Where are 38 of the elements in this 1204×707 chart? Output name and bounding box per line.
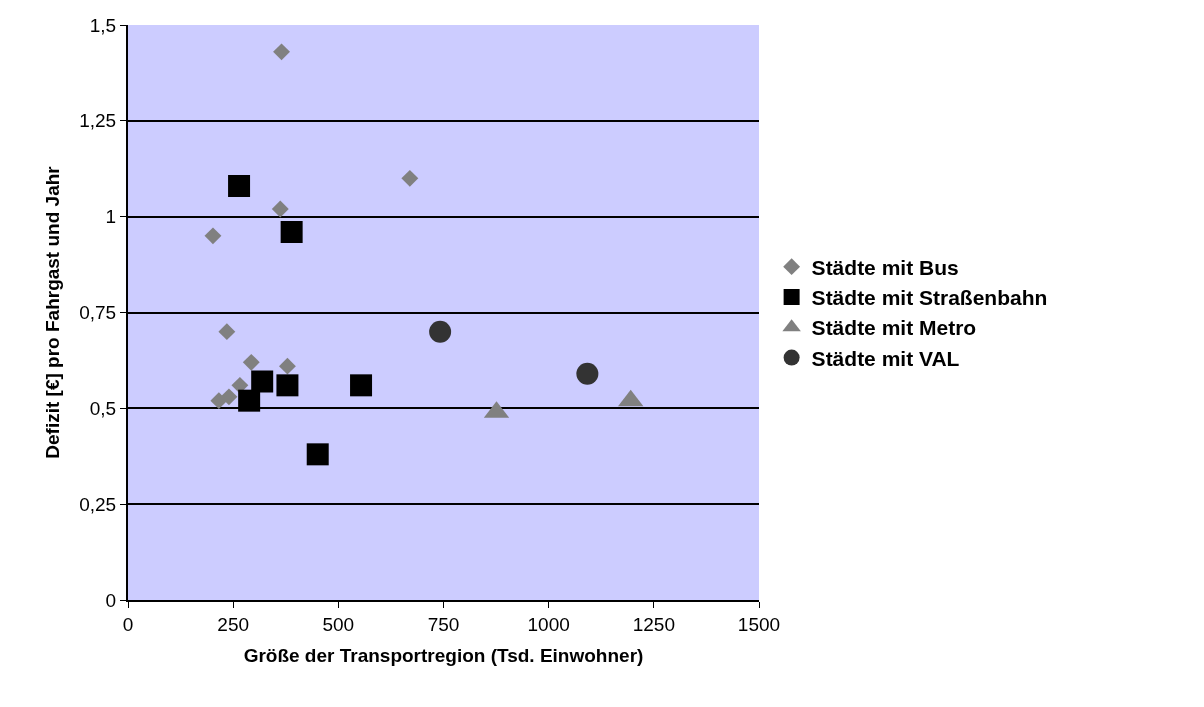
point bbox=[280, 221, 303, 243]
y-tick-label: 0 bbox=[105, 589, 117, 611]
point bbox=[251, 370, 274, 393]
point bbox=[210, 392, 228, 410]
y-tick-label: 1 bbox=[105, 206, 117, 228]
point bbox=[218, 323, 236, 341]
x-tick-label: 750 bbox=[427, 613, 460, 635]
point bbox=[271, 200, 289, 218]
y-tick-label: 1,5 bbox=[89, 14, 117, 36]
point bbox=[231, 376, 249, 394]
point bbox=[278, 357, 296, 375]
x-tick-label: 1500 bbox=[737, 613, 781, 635]
legend-label: Städte mit Bus bbox=[811, 255, 959, 279]
x-tick-label: 500 bbox=[322, 613, 355, 635]
point bbox=[204, 227, 222, 245]
point bbox=[350, 374, 373, 397]
point bbox=[273, 43, 290, 61]
legend-label: Städte mit Metro bbox=[811, 316, 977, 340]
legend-label: Städte mit Straßenbahn bbox=[811, 286, 1048, 310]
point bbox=[306, 443, 329, 466]
x-axis-title: Größe der Transportregion (Tsd. Einwohner) bbox=[243, 645, 644, 667]
point bbox=[401, 169, 419, 187]
y-axis-title: Defizit [€] pro Fahrgast und Jahr bbox=[41, 165, 63, 459]
point bbox=[276, 374, 299, 397]
point bbox=[228, 175, 251, 197]
x-tick-label: 250 bbox=[217, 613, 250, 635]
point bbox=[576, 362, 599, 385]
point bbox=[429, 320, 452, 343]
x-tick-label: 1000 bbox=[527, 613, 570, 635]
y-tick-label: 0,5 bbox=[89, 397, 117, 419]
y-tick-label: 1,25 bbox=[79, 110, 117, 132]
legend-label: Städte mit VAL bbox=[811, 346, 960, 370]
point bbox=[238, 389, 261, 412]
point bbox=[242, 353, 260, 371]
y-tick-label: 0,75 bbox=[79, 302, 117, 324]
x-tick-label: 0 bbox=[122, 613, 134, 635]
x-tick-label: 1250 bbox=[632, 613, 675, 635]
y-tick-label: 0,25 bbox=[79, 493, 117, 515]
